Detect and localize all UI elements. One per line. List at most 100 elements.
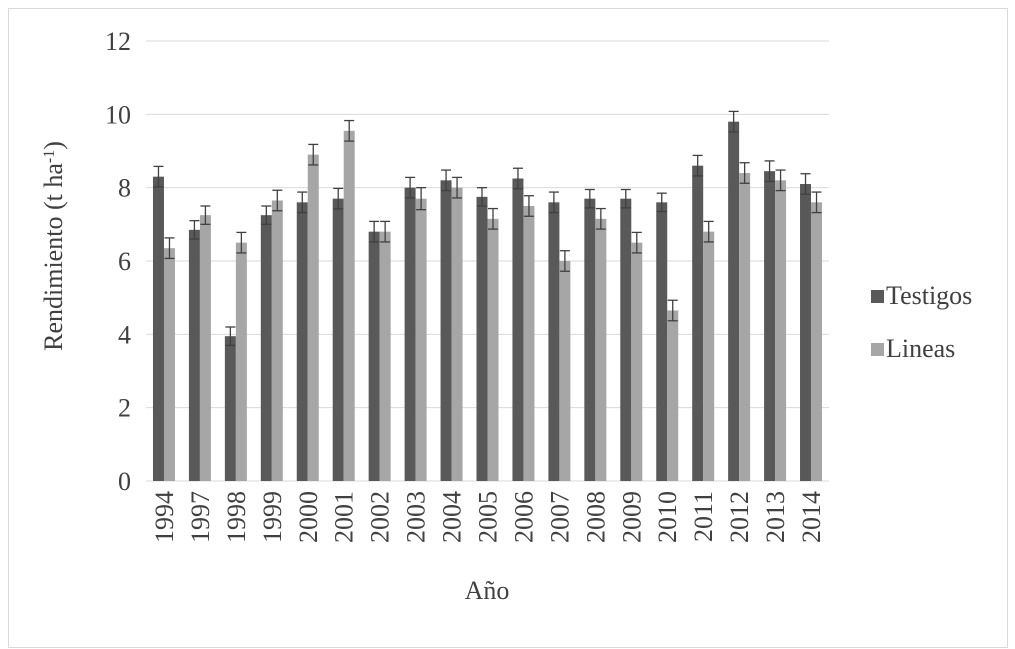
legend-swatch-testigos — [871, 290, 884, 303]
x-tick-labels: 1994 1997 1998 1999 2000 2001 2002 2003 2004 2005… — [150, 491, 826, 543]
y-tick-label: 2 — [118, 394, 131, 423]
error-bar — [728, 110, 739, 133]
bar-lineas — [559, 261, 571, 481]
error-bar — [584, 188, 595, 209]
x-tick-label: 2009 — [617, 491, 646, 543]
chart-frame: 0 2 4 6 8 10 12 1994 1997 1998 1999 2000 2001 2002 20… — [8, 8, 1008, 648]
bar-testigos — [548, 202, 560, 482]
bar-testigos — [476, 196, 488, 482]
error-bar — [153, 165, 164, 188]
bar-lineas — [235, 242, 247, 481]
error-bar — [477, 187, 487, 207]
bar-lineas — [271, 200, 283, 481]
error-bar — [225, 326, 236, 346]
error-bar — [559, 250, 570, 272]
bar-testigos — [692, 165, 704, 481]
error-bar — [452, 176, 463, 199]
bar-testigos — [188, 229, 200, 481]
x-axis-label: Año — [465, 576, 510, 605]
bar-testigos — [404, 187, 416, 481]
legend-swatch-lineas — [871, 343, 884, 356]
x-tick-label: 2014 — [797, 491, 826, 543]
bar-testigos — [620, 198, 632, 481]
bar-testigos — [512, 178, 524, 481]
bar-lineas — [379, 231, 391, 481]
bar-testigos — [440, 180, 452, 482]
y-tick-label: 12 — [105, 27, 131, 56]
bar-testigos — [764, 171, 776, 481]
bar-lineas — [811, 202, 823, 482]
bar-testigos — [656, 202, 668, 482]
bar-lineas — [739, 173, 751, 481]
bar-lineas — [307, 154, 319, 481]
x-tick-label: 2002 — [366, 491, 395, 543]
x-tick-label: 2001 — [330, 491, 359, 543]
bar-lineas — [523, 206, 535, 481]
error-bar — [667, 299, 678, 322]
bar-lineas — [451, 187, 463, 481]
legend-label-testigos: Testigos — [886, 281, 972, 310]
x-tick-label: 2006 — [509, 491, 538, 543]
x-tick-label: 2011 — [689, 491, 718, 542]
error-bar — [200, 205, 211, 225]
error-bar — [800, 173, 811, 195]
x-tick-label: 1994 — [150, 491, 179, 543]
error-bar — [333, 187, 344, 210]
x-tick-label: 2013 — [761, 491, 790, 543]
error-bar — [297, 191, 308, 214]
bar-lineas — [487, 218, 499, 482]
error-bar — [308, 143, 319, 166]
bar-lineas — [163, 248, 175, 481]
y-tick-label: 6 — [118, 247, 131, 276]
bar-lineas — [343, 130, 355, 481]
bar-testigos — [800, 184, 812, 481]
error-bar — [764, 160, 775, 183]
error-bar — [811, 191, 822, 214]
bar-lineas — [631, 242, 643, 481]
error-bar — [595, 207, 606, 230]
bar-testigos — [584, 198, 596, 481]
error-bar — [512, 167, 523, 190]
x-tick-label: 2004 — [438, 491, 467, 543]
error-bar — [416, 187, 427, 211]
error-bar — [739, 162, 750, 184]
bar-lineas — [595, 218, 607, 482]
error-bar — [261, 205, 272, 225]
error-bar — [692, 154, 703, 177]
error-bar — [548, 191, 559, 214]
bar-testigos — [296, 202, 308, 482]
bar-lineas — [415, 198, 427, 481]
error-bar — [272, 189, 283, 212]
bar-lineas — [775, 180, 787, 482]
error-bar — [441, 169, 452, 192]
error-bar — [164, 237, 175, 260]
bar-testigos — [728, 121, 740, 482]
x-tick-label: 1997 — [186, 491, 215, 543]
error-bar — [236, 231, 247, 254]
bar-testigos — [332, 198, 344, 481]
error-bar — [703, 220, 714, 243]
bars — [152, 121, 823, 482]
error-bar — [405, 176, 416, 199]
x-tick-label: 2012 — [725, 491, 754, 543]
error-bar — [523, 195, 534, 217]
bar-testigos — [368, 231, 380, 481]
y-tick-label: 0 — [118, 467, 131, 496]
y-tick-label: 10 — [105, 100, 131, 129]
x-tick-label: 2003 — [402, 491, 431, 543]
error-bar — [380, 220, 391, 243]
bar-lineas — [703, 231, 715, 481]
error-bars — [153, 110, 822, 346]
error-bar — [488, 207, 498, 230]
y-axis-label: Rendimiento (t ha-1) — [39, 141, 68, 351]
bar-testigos — [260, 215, 272, 481]
x-tick-label: 2010 — [653, 491, 682, 543]
x-tick-label: 2000 — [294, 491, 323, 543]
bar-lineas — [667, 310, 679, 481]
error-bar — [369, 220, 380, 243]
bar-testigos — [152, 176, 164, 481]
x-tick-label: 2005 — [474, 491, 503, 543]
y-tick-label: 8 — [118, 174, 131, 203]
legend-label-lineas: Lineas — [886, 334, 955, 363]
